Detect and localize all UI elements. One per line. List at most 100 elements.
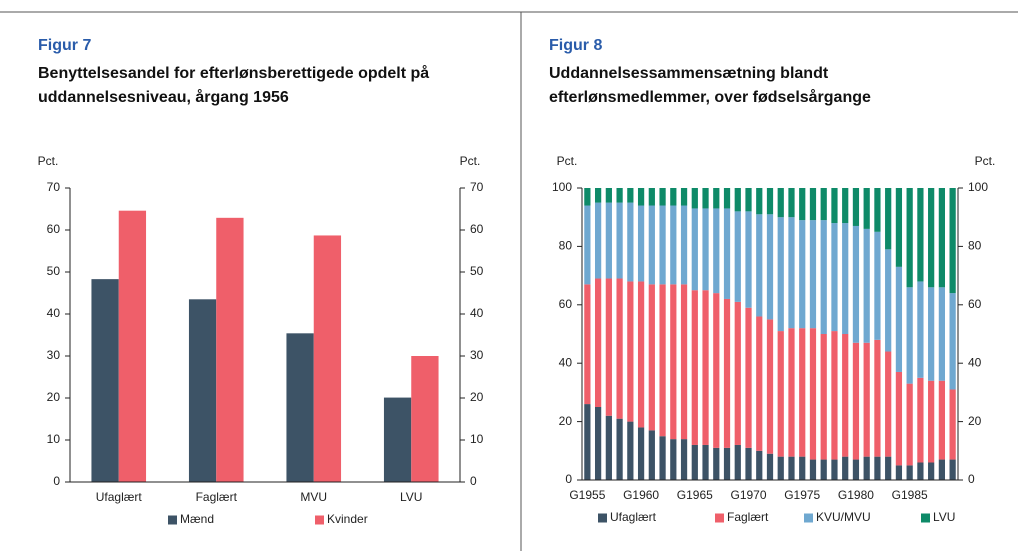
y-tick-label: 0: [53, 474, 60, 488]
y-tick-label: 40: [47, 306, 61, 320]
bar-segment: [670, 205, 677, 285]
bar-segment: [745, 188, 752, 212]
legend-swatch: [315, 515, 324, 525]
bar-segment: [852, 342, 860, 460]
figure-label: Figur 7: [38, 37, 92, 54]
y2-tick-label: 20: [968, 414, 982, 428]
bar-segment: [605, 202, 612, 279]
bar-segment: [670, 284, 677, 440]
bar-segment: [627, 421, 634, 480]
bar-segment: [895, 188, 903, 267]
bar-segment: [874, 456, 881, 480]
bar-segment: [863, 456, 870, 480]
bar-segment: [788, 328, 795, 457]
bar-segment: [852, 225, 860, 343]
bar-segment: [584, 205, 591, 285]
chart-title: Uddannelsessammensætning blandt efterløn…: [549, 65, 871, 106]
bar-segment: [627, 281, 634, 422]
bar-segment: [680, 439, 688, 480]
y-tick-label: 70: [47, 180, 61, 194]
y-tick-label: 30: [47, 348, 61, 362]
bar-segment: [734, 188, 741, 212]
y-axis-label: Pct.: [557, 154, 578, 168]
bar: [411, 356, 439, 482]
bar-segment: [713, 208, 720, 294]
bar-segment: [584, 284, 591, 405]
bar: [118, 210, 147, 482]
bar: [91, 279, 119, 482]
y2-tick-label: 30: [470, 348, 484, 362]
bar: [383, 397, 412, 482]
bar-segment: [906, 465, 913, 480]
bar-segment: [766, 453, 774, 480]
bar-segment: [670, 439, 677, 480]
bar-segment: [734, 211, 741, 302]
bar-segment: [842, 223, 849, 334]
bar-segment: [852, 459, 860, 480]
bar-segment: [928, 380, 935, 463]
bar-segment: [938, 380, 946, 460]
bar-segment: [874, 188, 881, 232]
bar-segment: [809, 188, 817, 221]
bar-segment: [799, 188, 806, 221]
bar-segment: [713, 293, 720, 448]
bar-segment: [713, 188, 720, 209]
x-tick-label: MVU: [300, 490, 327, 504]
bar-segment: [756, 188, 763, 215]
bar-segment: [766, 214, 774, 320]
bar-segment: [799, 456, 806, 480]
y2-tick-label: 0: [968, 472, 975, 486]
y2-tick-label: 60: [470, 222, 484, 236]
bar-segment: [852, 188, 860, 226]
bar-segment: [702, 290, 709, 445]
bar-segment: [874, 339, 881, 457]
bar-segment: [885, 456, 892, 480]
bar-segment: [885, 351, 892, 457]
legend-swatch: [168, 515, 177, 525]
legend-swatch: [921, 513, 930, 523]
bar-segment: [637, 427, 645, 480]
bar-segment: [605, 278, 612, 416]
bar-segment: [702, 444, 709, 480]
bar-segment: [648, 284, 655, 431]
x-tick-label: G1985: [892, 488, 928, 502]
bar-segment: [745, 211, 752, 308]
figure-label: Figur 8: [549, 37, 603, 54]
bar-segment: [627, 188, 634, 203]
y-axis-label: Pct.: [38, 154, 59, 168]
y-tick-label: 40: [559, 355, 573, 369]
bar-segment: [863, 228, 870, 343]
bar-segment: [842, 334, 849, 457]
bar-segment: [584, 404, 591, 480]
y2-tick-label: 40: [470, 306, 484, 320]
bar-segment: [766, 319, 774, 454]
bar-segment: [906, 287, 913, 384]
legend-label: LVU: [933, 510, 955, 524]
bar-segment: [637, 281, 645, 428]
bar-segment: [691, 444, 698, 480]
bar-segment: [799, 220, 806, 329]
bar-segment: [788, 217, 795, 329]
legend-label: Kvinder: [327, 512, 368, 526]
bar: [188, 299, 217, 482]
bar-segment: [680, 284, 688, 440]
bar-segment: [745, 307, 752, 448]
bar-segment: [831, 223, 838, 332]
bar-segment: [616, 202, 623, 279]
bar-segment: [885, 249, 892, 352]
bar-segment: [680, 205, 688, 285]
bar-segment: [895, 266, 903, 372]
bar-segment: [766, 188, 774, 215]
bar-segment: [616, 188, 623, 203]
bar-segment: [627, 202, 634, 282]
bar-segment: [842, 188, 849, 224]
bar-segment: [659, 284, 666, 437]
bar-segment: [938, 188, 946, 288]
bar-segment: [917, 377, 924, 463]
bar-segment: [756, 316, 763, 451]
bar-segment: [637, 188, 645, 206]
bar-segment: [917, 281, 924, 378]
bar-segment: [659, 436, 666, 480]
bar-segment: [928, 287, 935, 381]
